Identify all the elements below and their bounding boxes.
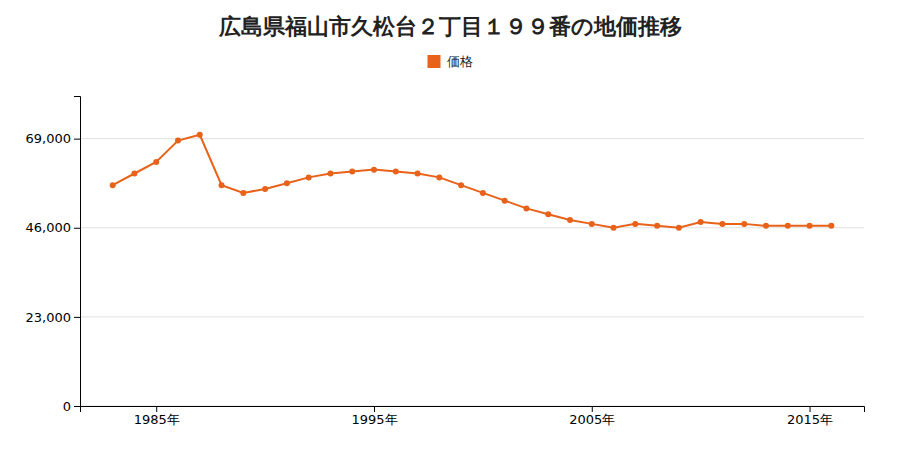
point: [240, 190, 246, 196]
point: [741, 221, 747, 227]
chart: 広島県福山市久松台２丁目１９９番の地価推移 1985年 1995年 2005年 2015…: [0, 0, 900, 450]
grid-line: [80, 138, 864, 139]
point: [698, 219, 704, 225]
point: [828, 223, 834, 229]
tick-label: 1985年: [134, 412, 180, 427]
tick-mark: [74, 317, 80, 318]
point: [545, 211, 551, 217]
point: [415, 171, 421, 177]
title: 広島県福山市久松台２丁目１９９番の地価推移: [218, 14, 682, 39]
point: [807, 223, 813, 229]
point: [436, 174, 442, 180]
legend-swatch: [428, 55, 441, 68]
point: [785, 223, 791, 229]
point: [632, 221, 638, 227]
tick-mark: [74, 139, 80, 140]
tick: 46,000: [26, 220, 81, 235]
point: [197, 132, 203, 138]
tick-label: 2015年: [787, 412, 833, 427]
point: [458, 182, 464, 188]
tick: 0: [63, 399, 80, 414]
point: [676, 225, 682, 231]
grid-line: [80, 227, 864, 228]
point: [219, 182, 225, 188]
tick: 2005年: [569, 406, 615, 427]
tick-mark: [810, 406, 811, 412]
tick-mark: [74, 406, 80, 407]
legend: 価格: [428, 54, 473, 69]
point: [306, 174, 312, 180]
point: [327, 171, 333, 177]
tick: 1985年: [134, 406, 180, 427]
tick-label: 23,000: [26, 310, 72, 325]
grid: [80, 139, 864, 406]
tick-label: 2005年: [569, 412, 615, 427]
tick: 69,000: [26, 131, 81, 146]
plot: 1985年 1995年 2005年 2015年 0 23,000 46,000 69,000: [26, 97, 865, 428]
tick: 23,000: [26, 310, 81, 325]
axis-line: [81, 407, 865, 413]
point: [654, 223, 660, 229]
tick-label: 69,000: [26, 131, 72, 146]
point: [763, 223, 769, 229]
point: [611, 225, 617, 231]
point: [523, 205, 529, 211]
y-axis: 0 23,000 46,000 69,000: [26, 97, 81, 414]
axis-line: [74, 97, 81, 407]
tick-mark: [592, 406, 593, 412]
grid-line: [80, 316, 864, 317]
point: [480, 190, 486, 196]
x-axis: 1985年 1995年 2005年 2015年: [81, 406, 865, 427]
tick-mark: [74, 228, 80, 229]
point: [284, 180, 290, 186]
tick: 1995年: [351, 406, 397, 427]
point: [153, 159, 159, 165]
point: [175, 138, 181, 144]
point: [371, 167, 377, 173]
point: [349, 169, 355, 175]
legend-label: 価格: [447, 54, 473, 69]
tick-label: 46,000: [26, 220, 72, 235]
point: [262, 186, 268, 192]
point: [567, 217, 573, 223]
tick-mark: [156, 406, 157, 412]
legend-item: 価格: [428, 54, 473, 69]
marks: [110, 132, 835, 231]
tick-mark: [374, 406, 375, 412]
point: [110, 182, 116, 188]
tick-label: 1995年: [351, 412, 397, 427]
point: [589, 221, 595, 227]
point: [131, 171, 137, 177]
line: [113, 135, 832, 228]
tick: 2015年: [787, 406, 833, 427]
point: [719, 221, 725, 227]
tick-label: 0: [63, 399, 71, 414]
point: [393, 169, 399, 175]
point: [502, 198, 508, 204]
